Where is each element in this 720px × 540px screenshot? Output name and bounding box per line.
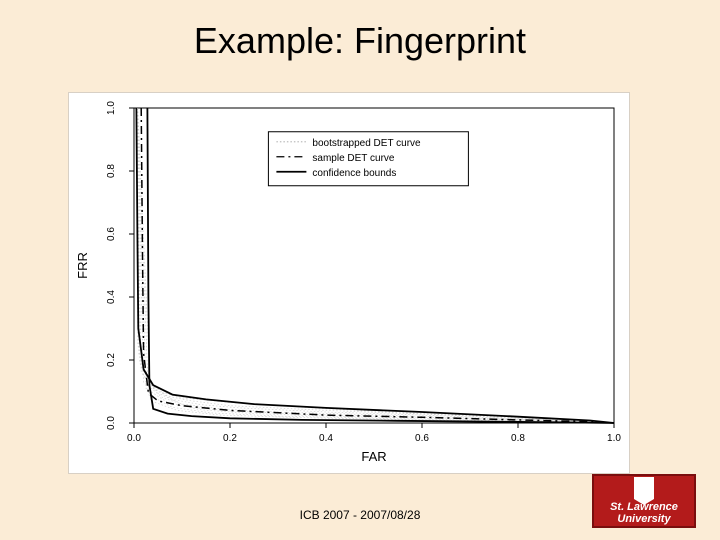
svg-text:confidence bounds: confidence bounds <box>312 168 396 179</box>
svg-text:1.0: 1.0 <box>607 433 621 444</box>
chart-svg: 0.0 0.2 0.4 0.6 0.8 1.0 0.0 0.2 0.4 0.6 0.8 1.0 FAR F… <box>69 93 629 473</box>
svg-text:0.0: 0.0 <box>106 416 117 430</box>
det-chart: 0.0 0.2 0.4 0.6 0.8 1.0 0.0 0.2 0.4 0.6 0.8 1.0 FAR F… <box>68 92 630 474</box>
svg-text:FAR: FAR <box>361 449 386 464</box>
svg-text:1.0: 1.0 <box>106 101 117 115</box>
university-logo: St. Lawrence University <box>592 474 696 528</box>
slide-title: Example: Fingerprint <box>0 20 720 62</box>
svg-text:0.4: 0.4 <box>106 290 117 304</box>
logo-shield-icon <box>634 477 654 499</box>
svg-text:0.0: 0.0 <box>127 433 141 444</box>
svg-text:0.2: 0.2 <box>223 433 237 444</box>
svg-text:bootstrapped DET curve: bootstrapped DET curve <box>312 138 421 149</box>
svg-text:0.6: 0.6 <box>106 227 117 241</box>
svg-text:0.2: 0.2 <box>106 353 117 367</box>
svg-text:sample DET curve: sample DET curve <box>312 153 395 164</box>
logo-univ: University <box>617 513 670 525</box>
svg-text:0.8: 0.8 <box>106 164 117 178</box>
svg-text:0.4: 0.4 <box>319 433 333 444</box>
svg-text:FRR: FRR <box>75 252 90 279</box>
svg-text:0.8: 0.8 <box>511 433 525 444</box>
svg-text:0.6: 0.6 <box>415 433 429 444</box>
slide: Example: Fingerprint 0.00.20.40.60.81.00… <box>0 0 720 540</box>
